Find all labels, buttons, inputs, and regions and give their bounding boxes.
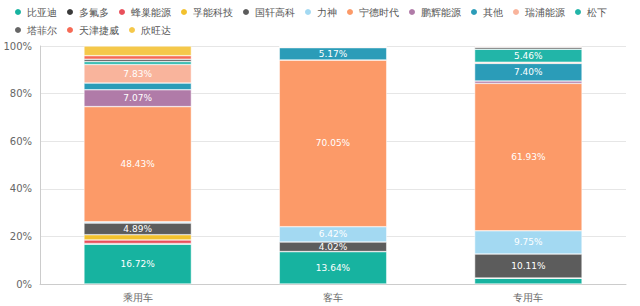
svg-text:48.43%: 48.43% [121,159,156,169]
svg-text:20%: 20% [10,231,32,242]
svg-text:13.64%: 13.64% [316,263,351,273]
svg-text:80%: 80% [10,88,32,99]
svg-text:鹏辉能源: 鹏辉能源 [421,7,461,18]
svg-text:100%: 100% [3,41,32,52]
svg-text:瑞浦能源: 瑞浦能源 [525,7,565,18]
svg-text:客车: 客车 [323,292,343,303]
svg-text:多氟多: 多氟多 [79,7,109,18]
svg-text:5.46%: 5.46% [514,51,543,61]
svg-text:7.07%: 7.07% [123,93,152,103]
svg-text:其他: 其他 [483,7,503,18]
svg-text:4.02%: 4.02% [319,242,348,252]
svg-text:塔菲尔: 塔菲尔 [26,25,57,36]
svg-text:60%: 60% [10,136,32,147]
svg-text:61.93%: 61.93% [511,152,546,162]
svg-text:7.40%: 7.40% [514,67,543,77]
svg-text:孚能科技: 孚能科技 [193,7,233,18]
svg-text:欣旺达: 欣旺达 [141,25,171,36]
svg-text:40%: 40% [10,183,32,194]
svg-text:松下: 松下 [587,7,607,18]
svg-text:蜂巢能源: 蜂巢能源 [131,7,171,18]
svg-text:天津捷威: 天津捷威 [79,25,119,36]
svg-text:5.17%: 5.17% [319,49,348,59]
svg-text:力神: 力神 [317,7,337,18]
svg-text:9.75%: 9.75% [514,237,543,247]
svg-text:70.05%: 70.05% [316,138,351,148]
svg-text:乘用车: 乘用车 [123,292,153,303]
svg-text:7.83%: 7.83% [123,69,152,79]
svg-text:10.11%: 10.11% [511,261,546,271]
svg-text:16.72%: 16.72% [121,259,156,269]
svg-text:6.42%: 6.42% [319,229,348,239]
svg-text:4.89%: 4.89% [123,224,152,234]
svg-text:国轩高科: 国轩高科 [255,7,295,18]
svg-text:专用车: 专用车 [513,292,543,303]
svg-text:比亚迪: 比亚迪 [27,7,57,18]
svg-text:0%: 0% [16,279,32,290]
svg-text:宁德时代: 宁德时代 [359,7,399,18]
